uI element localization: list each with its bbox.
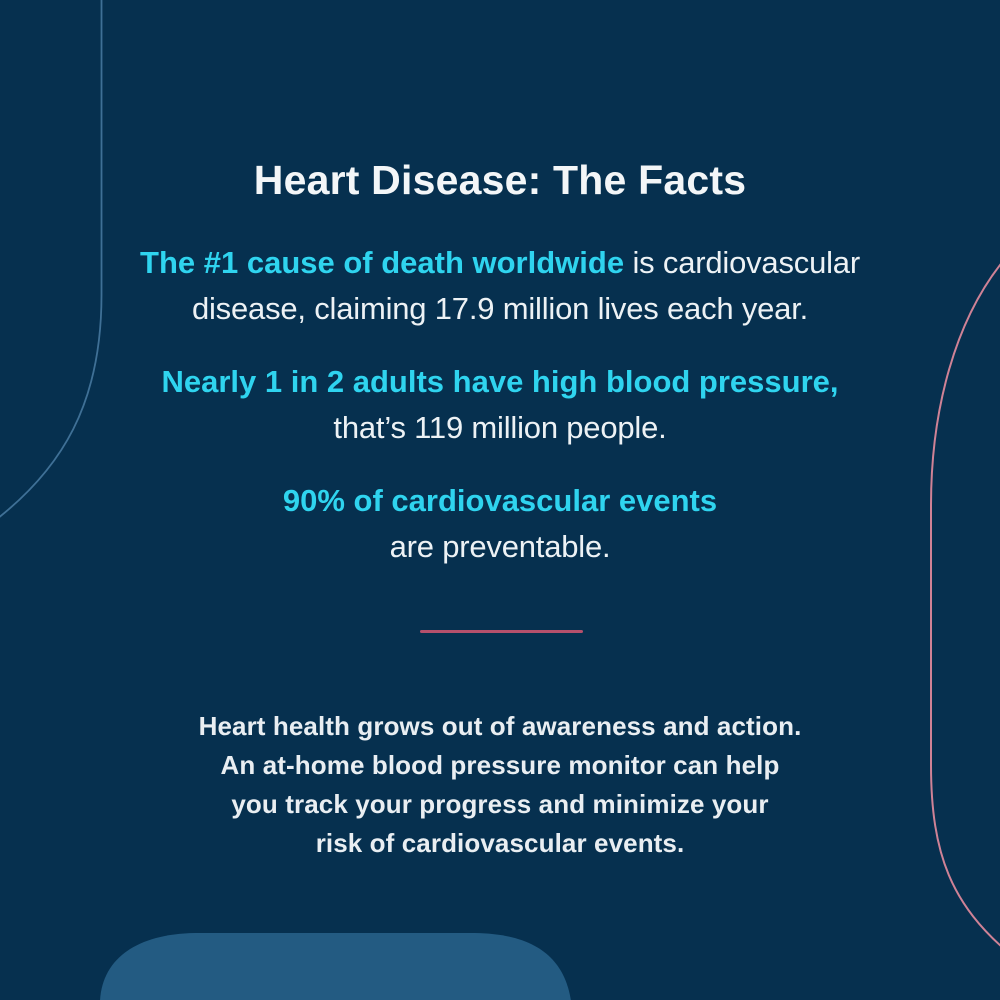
fact-line: Nearly 1 in 2 adults have high blood pre… <box>0 359 1000 405</box>
fact-plain-text: is cardiovascular <box>624 245 860 280</box>
rounded-corner-line-left <box>0 0 103 518</box>
footer-line: Heart health grows out of awareness and … <box>198 711 802 741</box>
bottom-blob-shape <box>100 933 571 1000</box>
fact-highlight-text: The #1 cause of death worldwide <box>140 245 625 280</box>
fact-line: that’s 119 million people. <box>0 405 1000 451</box>
footer-line: you track your progress and minimize you… <box>231 789 769 819</box>
footer-paragraph: Heart health grows out of awareness and … <box>0 707 1000 863</box>
fact-block: Nearly 1 in 2 adults have high blood pre… <box>0 359 1000 451</box>
fact-plain-text: disease, claiming 17.9 million lives eac… <box>191 291 809 326</box>
fact-line: disease, claiming 17.9 million lives eac… <box>0 286 1000 332</box>
fact-block: The #1 cause of death worldwide is cardi… <box>0 240 1000 332</box>
fact-highlight-text: Nearly 1 in 2 adults have high blood pre… <box>161 364 839 399</box>
fact-highlight-text: 90% of cardiovascular events <box>282 483 718 518</box>
fact-plain-text: that’s 119 million people. <box>333 410 667 445</box>
rounded-corner-line-right <box>930 263 1000 947</box>
facts-list: The #1 cause of death worldwide is cardi… <box>0 240 1000 597</box>
footer-line: An at-home blood pressure monitor can he… <box>220 750 780 780</box>
fact-line: 90% of cardiovascular events <box>0 478 1000 524</box>
fact-plain-text: are preventable. <box>389 529 611 564</box>
fact-block: 90% of cardiovascular events are preventa… <box>0 478 1000 570</box>
divider-line <box>420 630 583 633</box>
page-title: Heart Disease: The Facts <box>253 157 747 203</box>
footer-line: risk of cardiovascular events. <box>315 828 685 858</box>
fact-line: are preventable. <box>0 524 1000 570</box>
fact-line: The #1 cause of death worldwide is cardi… <box>0 240 1000 286</box>
